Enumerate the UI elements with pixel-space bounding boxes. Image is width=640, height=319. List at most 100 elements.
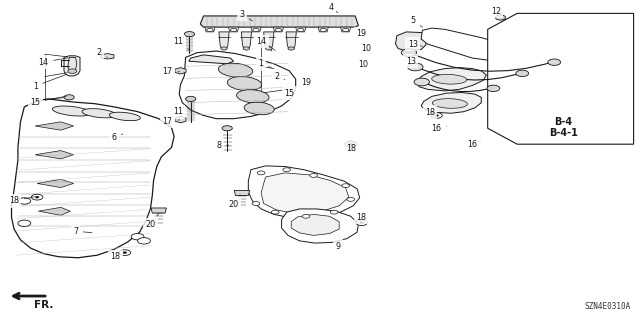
Circle shape bbox=[435, 115, 438, 116]
Circle shape bbox=[356, 220, 367, 226]
Circle shape bbox=[414, 78, 429, 86]
Circle shape bbox=[230, 28, 237, 32]
Text: 18: 18 bbox=[110, 252, 125, 261]
Circle shape bbox=[408, 63, 423, 71]
Polygon shape bbox=[421, 93, 481, 113]
Ellipse shape bbox=[432, 74, 467, 84]
Circle shape bbox=[119, 250, 131, 256]
Polygon shape bbox=[248, 166, 360, 219]
Circle shape bbox=[349, 143, 353, 145]
Circle shape bbox=[222, 126, 232, 131]
Circle shape bbox=[257, 171, 265, 175]
Ellipse shape bbox=[82, 109, 116, 118]
Text: 16: 16 bbox=[467, 140, 480, 149]
Text: 13: 13 bbox=[408, 40, 422, 48]
Circle shape bbox=[138, 238, 150, 244]
Polygon shape bbox=[64, 56, 80, 76]
Circle shape bbox=[186, 96, 196, 101]
Ellipse shape bbox=[244, 102, 274, 115]
Polygon shape bbox=[68, 57, 77, 71]
Circle shape bbox=[330, 210, 338, 214]
Circle shape bbox=[302, 214, 310, 218]
Circle shape bbox=[31, 194, 43, 200]
Ellipse shape bbox=[227, 77, 262, 91]
Circle shape bbox=[516, 70, 529, 77]
Polygon shape bbox=[396, 32, 428, 51]
Circle shape bbox=[310, 174, 317, 177]
Polygon shape bbox=[200, 16, 358, 27]
Polygon shape bbox=[273, 27, 284, 32]
Polygon shape bbox=[101, 54, 114, 59]
Text: 13: 13 bbox=[406, 57, 421, 66]
Text: 5: 5 bbox=[410, 16, 422, 27]
Text: 10: 10 bbox=[358, 60, 369, 69]
Text: 6: 6 bbox=[111, 133, 123, 142]
Circle shape bbox=[298, 28, 304, 32]
Text: 19: 19 bbox=[356, 29, 367, 38]
Polygon shape bbox=[219, 32, 229, 48]
Text: 20: 20 bbox=[228, 195, 240, 209]
Polygon shape bbox=[205, 27, 215, 32]
Text: 1: 1 bbox=[33, 74, 67, 91]
Circle shape bbox=[275, 28, 282, 32]
Polygon shape bbox=[421, 28, 513, 61]
Circle shape bbox=[252, 202, 260, 205]
Ellipse shape bbox=[218, 63, 253, 77]
Text: B-4: B-4 bbox=[554, 117, 572, 127]
Circle shape bbox=[184, 32, 195, 37]
Circle shape bbox=[207, 28, 213, 32]
Circle shape bbox=[266, 47, 272, 50]
Circle shape bbox=[401, 49, 417, 56]
Text: 15: 15 bbox=[284, 89, 294, 98]
Polygon shape bbox=[175, 68, 186, 74]
Polygon shape bbox=[261, 173, 349, 214]
Polygon shape bbox=[175, 116, 186, 123]
Ellipse shape bbox=[52, 106, 91, 116]
Circle shape bbox=[548, 59, 561, 65]
Ellipse shape bbox=[237, 90, 269, 103]
Text: 14: 14 bbox=[256, 37, 272, 51]
Text: 18: 18 bbox=[346, 144, 356, 153]
Circle shape bbox=[64, 95, 74, 100]
Text: 11: 11 bbox=[173, 107, 189, 116]
Circle shape bbox=[68, 69, 77, 73]
Circle shape bbox=[487, 85, 500, 92]
Polygon shape bbox=[264, 32, 274, 48]
Circle shape bbox=[243, 47, 250, 50]
Circle shape bbox=[18, 198, 31, 204]
Text: FR.: FR. bbox=[34, 300, 53, 310]
Polygon shape bbox=[234, 190, 250, 196]
Polygon shape bbox=[251, 27, 261, 32]
Polygon shape bbox=[286, 32, 296, 48]
Polygon shape bbox=[151, 208, 166, 213]
Text: 8: 8 bbox=[216, 141, 229, 150]
Polygon shape bbox=[318, 27, 328, 32]
Polygon shape bbox=[35, 151, 74, 159]
Text: 11: 11 bbox=[173, 37, 189, 49]
Circle shape bbox=[347, 197, 355, 201]
Circle shape bbox=[35, 196, 39, 198]
Text: 9: 9 bbox=[335, 242, 340, 251]
Polygon shape bbox=[488, 13, 634, 144]
Circle shape bbox=[345, 141, 356, 147]
Polygon shape bbox=[189, 55, 234, 64]
Text: 3: 3 bbox=[239, 10, 252, 21]
Circle shape bbox=[342, 184, 349, 188]
Polygon shape bbox=[241, 32, 252, 48]
Text: 18: 18 bbox=[9, 197, 35, 205]
Polygon shape bbox=[296, 27, 306, 32]
Text: 7: 7 bbox=[73, 227, 92, 236]
Circle shape bbox=[288, 47, 294, 50]
Circle shape bbox=[360, 222, 364, 224]
Polygon shape bbox=[35, 122, 74, 130]
Text: 20: 20 bbox=[145, 214, 159, 229]
Text: 19: 19 bbox=[301, 78, 311, 87]
Ellipse shape bbox=[109, 112, 140, 121]
Circle shape bbox=[253, 28, 259, 32]
Polygon shape bbox=[12, 99, 174, 258]
Circle shape bbox=[431, 113, 442, 118]
Circle shape bbox=[495, 15, 506, 20]
Polygon shape bbox=[38, 207, 70, 215]
Ellipse shape bbox=[433, 99, 467, 108]
Circle shape bbox=[18, 220, 31, 226]
